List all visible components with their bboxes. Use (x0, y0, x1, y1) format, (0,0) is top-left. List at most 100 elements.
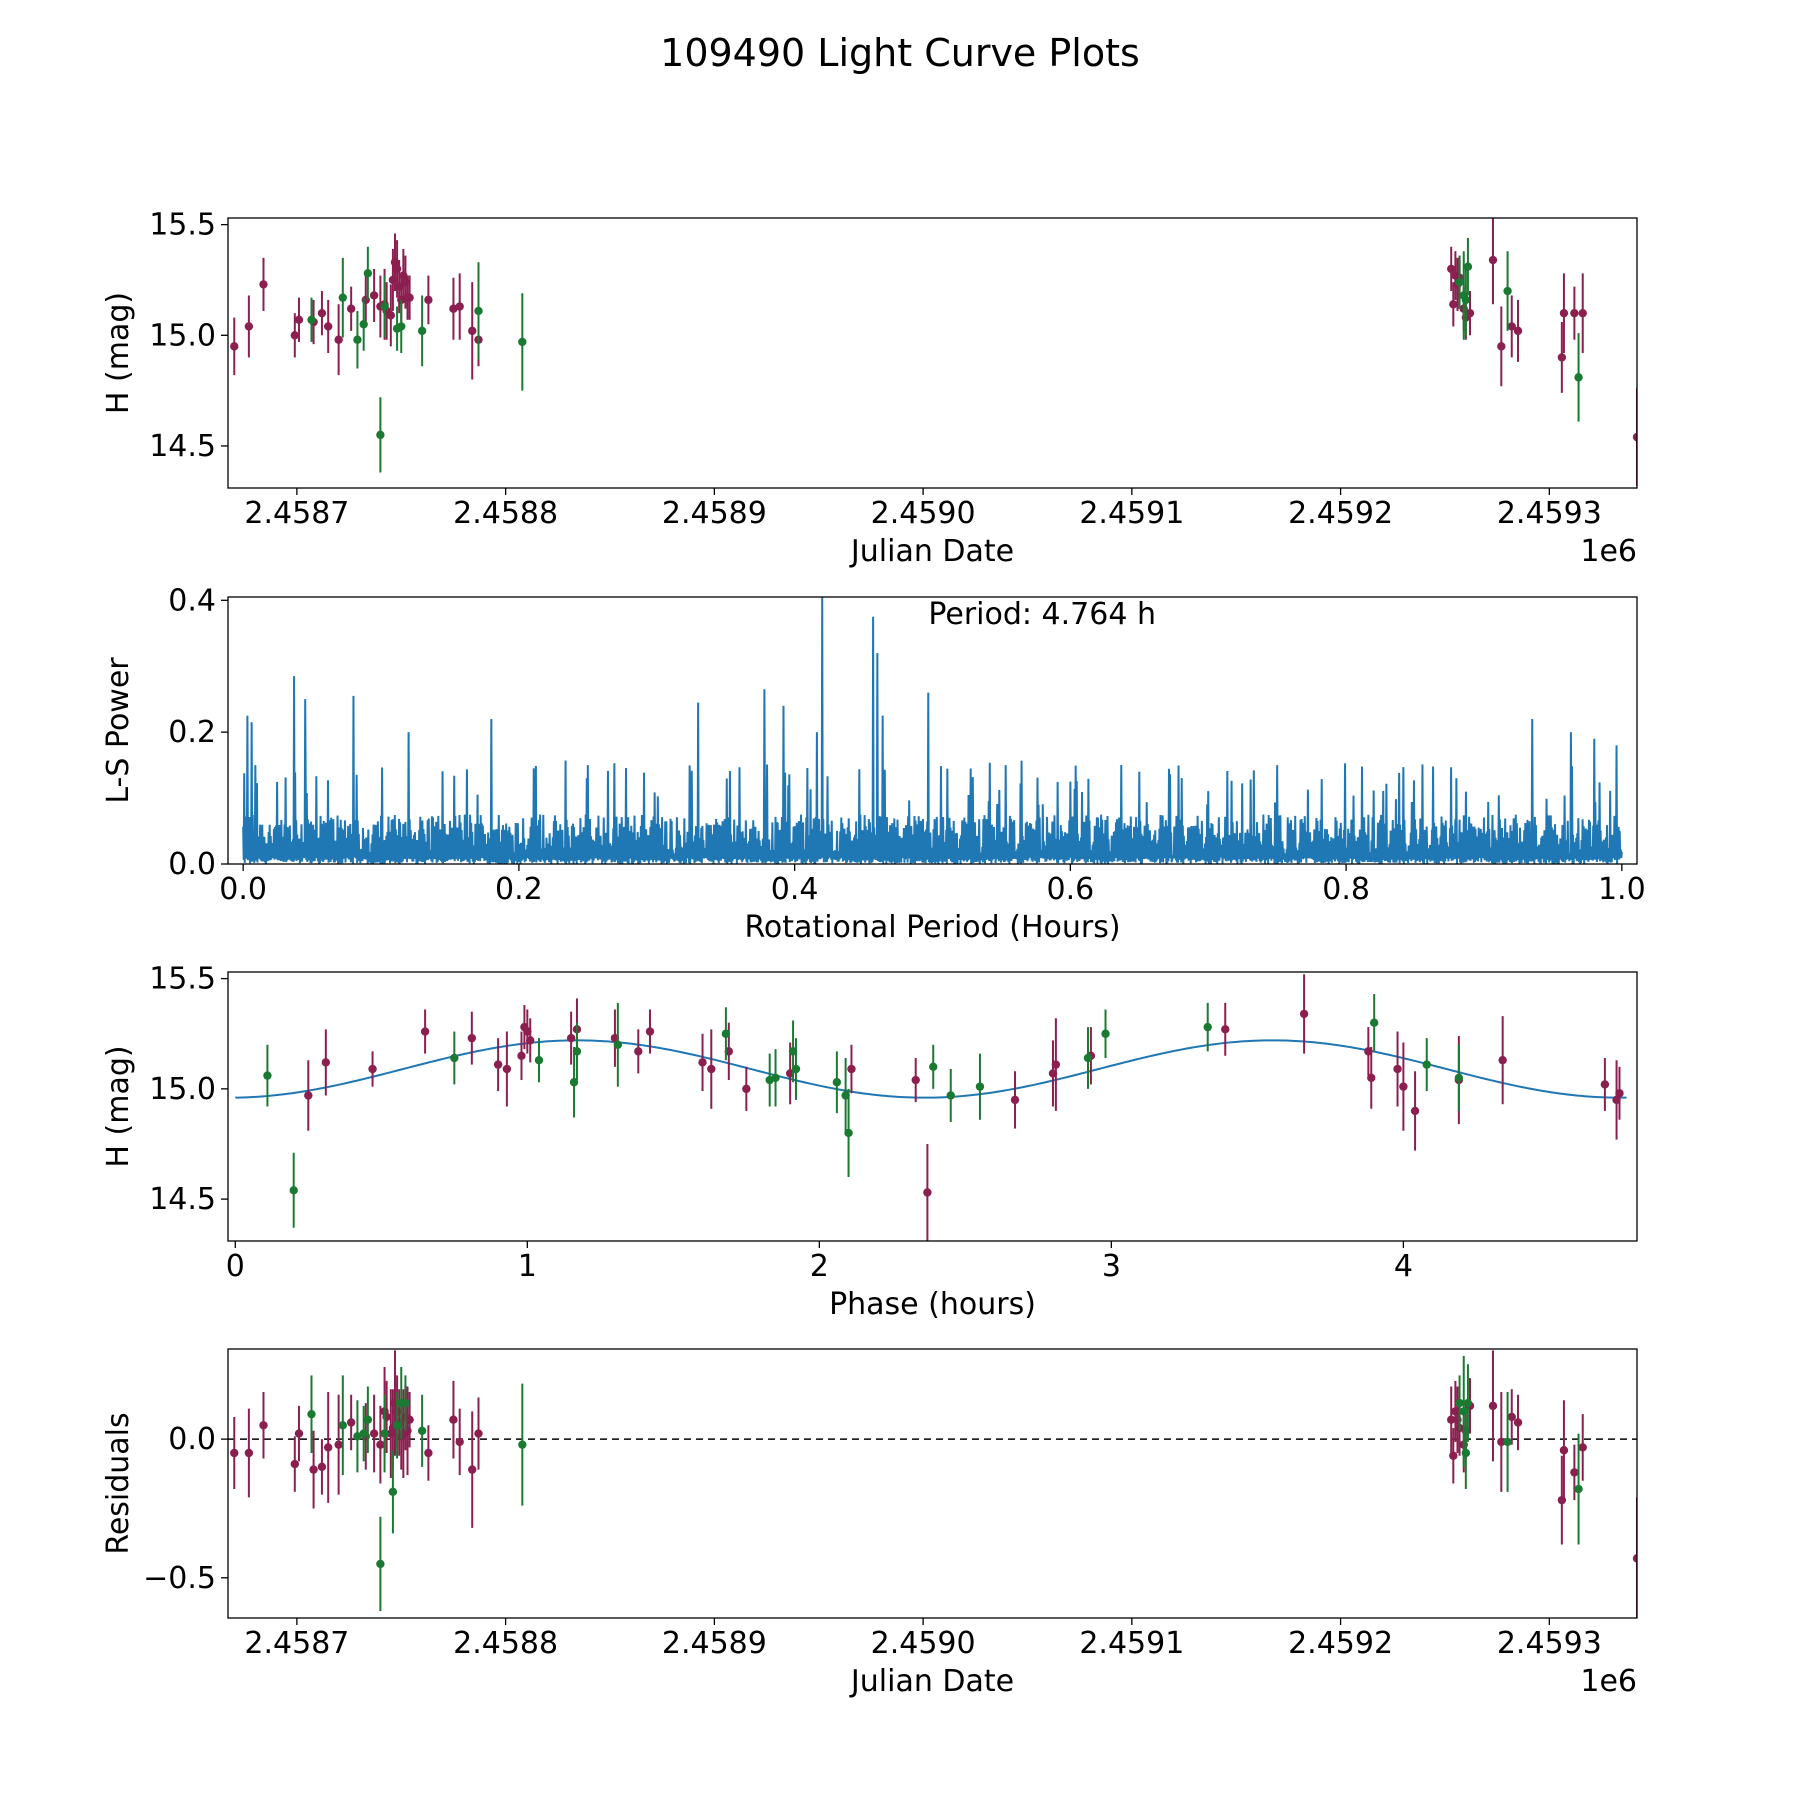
periodogram-line (242, 597, 1623, 864)
data-point-red (1399, 1082, 1408, 1091)
x-axis-label-periodogram: Rotational Period (Hours) (744, 910, 1120, 945)
data-point-green (832, 1078, 842, 1087)
data-point-red (334, 335, 343, 344)
data-point-green (397, 322, 406, 331)
data-point-red (420, 1027, 430, 1036)
data-point-red (493, 1060, 503, 1069)
data-point-green (363, 269, 373, 278)
x-offset-label-lightcurve: 1e6 (1580, 534, 1637, 569)
data-point-green (1463, 1398, 1473, 1408)
x-tick-label-residuals: 2.4593 (1497, 1626, 1602, 1661)
y-tick-label-lightcurve: 15.5 (149, 208, 216, 243)
data-point-green (289, 1186, 298, 1195)
x-tick-label-residuals: 2.4590 (871, 1626, 976, 1661)
x-tick-label-residuals: 2.4592 (1288, 1626, 1393, 1661)
y-axis-label-phased: H (mag) (101, 1045, 136, 1167)
x-tick-label-periodogram: 0.2 (495, 872, 543, 907)
period-annotation: Period: 4.764 h (928, 597, 1156, 632)
data-point-red (259, 1421, 268, 1430)
data-point-red (1488, 255, 1498, 265)
data-point-red (346, 1418, 356, 1427)
data-point-green (975, 1082, 985, 1091)
data-point-green (417, 1426, 427, 1436)
y-axis-label-lightcurve: H (mag) (101, 292, 136, 414)
data-point-red (1513, 326, 1523, 336)
data-point-green (307, 1409, 316, 1419)
data-point-red (468, 326, 477, 336)
x-offset-label-residuals: 1e6 (1580, 1664, 1637, 1699)
data-point-green (363, 1415, 373, 1424)
data-point-green (376, 430, 385, 440)
x-axis-label-residuals: Julian Date (849, 1664, 1014, 1699)
data-point-red (405, 293, 414, 302)
data-point-green (353, 335, 362, 344)
data-point-green (1461, 295, 1471, 305)
axes-frame-residuals (227, 1348, 1638, 1619)
data-point-red (1010, 1095, 1020, 1105)
data-point-green (1422, 1060, 1431, 1069)
data-point-red (1393, 1064, 1402, 1074)
x-tick-label-lightcurve: 2.4588 (453, 496, 558, 531)
plot-area-periodogram (242, 597, 1623, 864)
data-point-red (847, 1064, 856, 1074)
data-point-red (1051, 1060, 1061, 1069)
axes-frame-lightcurve (227, 217, 1638, 489)
data-point-red (1507, 322, 1516, 331)
x-tick-label-lightcurve: 2.4589 (662, 496, 767, 531)
data-point-green (450, 1053, 459, 1063)
data-point-red (323, 322, 333, 331)
data-point-red (1410, 1106, 1420, 1116)
data-point-green (569, 1078, 579, 1087)
data-point-red (1559, 308, 1569, 318)
data-point-green (1463, 262, 1473, 271)
x-tick-label-phased: 0 (226, 1249, 245, 1284)
data-point-red (1497, 1437, 1506, 1447)
x-tick-label-phased: 2 (810, 1249, 829, 1284)
panel-residuals: 2.4587 2.4588 2.4589 2.4590 2.4591 2.4592 2.45… (101, 1348, 1638, 1699)
data-point-green (613, 1040, 623, 1049)
x-tick-label-lightcurve: 2.4593 (1497, 496, 1602, 531)
x-tick-label-periodogram: 0.4 (771, 872, 819, 907)
x-tick-label-lightcurve: 2.4592 (1288, 496, 1393, 531)
x-tick-label-lightcurve: 2.4591 (1079, 496, 1184, 531)
data-point-red (474, 1429, 483, 1438)
data-point-red (368, 1064, 377, 1074)
data-point-red (1578, 1443, 1587, 1452)
plot-area-phased (235, 974, 1627, 1241)
data-point-red (1465, 308, 1475, 318)
data-point-red (290, 1459, 299, 1469)
data-point-red (1507, 1412, 1516, 1422)
data-point-green (946, 1091, 955, 1100)
y-axis-label-periodogram: L-S Power (101, 657, 136, 804)
data-point-green (376, 1559, 385, 1569)
y-tick-label-residuals: −0.5 (143, 1561, 216, 1596)
data-point-green (353, 1432, 362, 1441)
data-point-red (1488, 1401, 1498, 1411)
data-point-red (230, 1448, 239, 1458)
data-point-red (502, 1064, 512, 1074)
data-point-red (1600, 1080, 1610, 1089)
x-tick-label-periodogram: 0.8 (1322, 872, 1370, 907)
data-point-red (1449, 1451, 1458, 1460)
data-point-red (467, 1033, 477, 1043)
data-point-green (474, 306, 483, 316)
data-point-red (911, 1075, 920, 1085)
y-tick-label-lightcurve: 14.5 (149, 429, 216, 464)
data-point-green (844, 1128, 853, 1138)
data-point-red (634, 1047, 643, 1056)
x-axis-label-phased: Phase (hours) (829, 1287, 1036, 1322)
data-point-red (424, 1448, 433, 1458)
panel-periodogram: Period: 4.764 h 0.0 0.2 0.4 0.6 0.8 1.0 0.0 0.2 0… (101, 583, 1646, 945)
data-point-red (1449, 300, 1458, 309)
data-point-red (707, 1064, 716, 1074)
data-point-red (369, 1429, 379, 1438)
data-point-red (455, 302, 464, 311)
data-point-red (317, 1462, 327, 1472)
data-point-green (380, 302, 389, 311)
axes-frame-periodogram (227, 596, 1638, 865)
data-point-green (1369, 1018, 1379, 1027)
y-tick-label-phased: 15.5 (149, 962, 216, 997)
x-tick-label-periodogram: 0.6 (1047, 872, 1095, 907)
data-point-red (1559, 1446, 1569, 1455)
